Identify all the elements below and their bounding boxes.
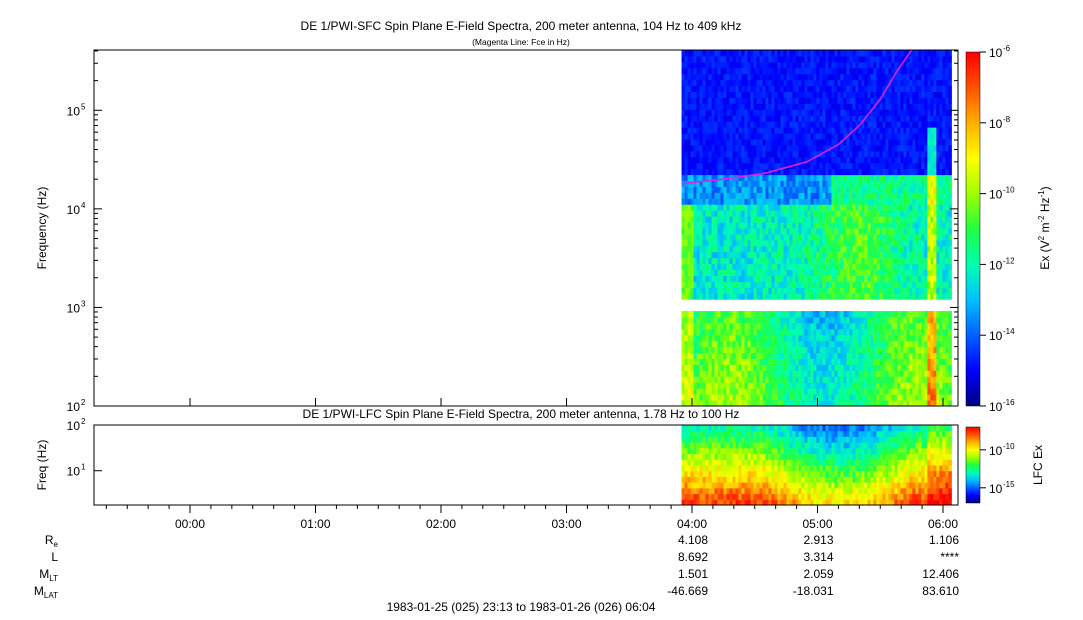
sfc-y-tick-label-0: 10 [67, 400, 81, 414]
sfc-subtitle: (Magenta Line: Fce in Hz) [472, 37, 570, 47]
ephem-value-0-0: 4.108 [678, 533, 708, 547]
ephemeris-table: Re 4.108 2.913 1.106 L 8.692 3.314 **** MLT 1.501… [34, 533, 959, 600]
lfc-colorbar-label: LFC Ex [1031, 445, 1045, 485]
lfc-y-tick-label-0: 10 [67, 465, 81, 479]
sfc-cbar-tick-label-4: 10 [989, 329, 1003, 343]
ephem-value-1-2: **** [940, 550, 959, 564]
sfc-cbar-tick-label-1: 10 [989, 117, 1003, 131]
sfc-ylabel: Frequency (Hz) [35, 187, 49, 270]
ephem-label-0: Re [45, 533, 59, 549]
sfc-cbar-tick-label-0: 10 [989, 46, 1003, 60]
lfc-cbar-tick-exp-0: -10 [1003, 442, 1015, 451]
ephem-label-3: MLAT [34, 584, 58, 600]
ephem-value-0-1: 2.913 [803, 533, 833, 547]
sfc-y-tick-label-2: 10 [67, 203, 81, 217]
ephem-value-1-1: 3.314 [803, 550, 833, 564]
lfc-cbar-tick-exp-1: -15 [1003, 480, 1015, 489]
footer-time-range: 1983-01-25 (025) 23:13 to 1983-01-26 (02… [387, 600, 656, 614]
lfc-cbar-tick-label-1: 10 [989, 482, 1003, 496]
lfc-title: DE 1/PWI-LFC Spin Plane E-Field Spectra,… [303, 407, 740, 421]
time-tick-label-3: 03:00 [551, 517, 581, 531]
sfc-cbar-tick-exp-5: -16 [1003, 398, 1015, 407]
sfc-cbar-tick-label-2: 10 [989, 188, 1003, 202]
sfc-cbar-tick-label-3: 10 [989, 258, 1003, 272]
sfc-spectrogram [681, 50, 952, 406]
sfc-y-tick-exp-3: 5 [81, 102, 86, 111]
ephem-value-2-0: 1.501 [678, 567, 708, 581]
sfc-colorbar-label: Ex (V2 m-2 Hz-1) [1037, 186, 1052, 269]
lfc-colorbar-strip [965, 426, 981, 504]
ephem-value-2-1: 2.059 [803, 567, 833, 581]
lfc-spectrogram [681, 425, 952, 506]
time-tick-label-4: 04:00 [677, 517, 707, 531]
sfc-cbar-tick-label-5: 10 [989, 400, 1003, 414]
lfc-ylabel: Freq (Hz) [35, 440, 49, 491]
sfc-y-tick-label-1: 10 [67, 301, 81, 315]
lfc-y-tick-exp-0: 1 [81, 463, 86, 472]
time-tick-label-1: 01:00 [300, 517, 330, 531]
time-tick-label-6: 06:00 [928, 517, 958, 531]
lfc-cbar-tick-label-0: 10 [989, 444, 1003, 458]
sfc-y-tick-label-3: 10 [67, 104, 81, 118]
sfc-y-tick-exp-1: 3 [81, 299, 86, 308]
sfc-cbar-tick-exp-0: -6 [1003, 44, 1011, 53]
time-tick-label-0: 00:00 [175, 517, 205, 531]
ephem-label-1: L [51, 550, 58, 564]
ephem-value-1-0: 8.692 [678, 550, 708, 564]
ephem-value-2-2: 12.406 [922, 567, 959, 581]
sfc-colorbar-strip [965, 51, 981, 407]
sfc-cbar-tick-exp-1: -8 [1003, 115, 1011, 124]
lfc-y-tick-exp-1: 2 [81, 417, 86, 426]
lfc-plot-frame [93, 424, 959, 506]
time-tick-label-5: 05:00 [802, 517, 832, 531]
ephem-value-3-0: -46.669 [667, 584, 708, 598]
lfc-y-tick-label-1: 10 [67, 419, 81, 433]
ephem-value-0-2: 1.106 [929, 533, 959, 547]
sfc-y-tick-exp-0: 2 [81, 398, 86, 407]
sfc-cbar-tick-exp-2: -10 [1003, 186, 1015, 195]
sfc-plot-frame [93, 49, 959, 407]
sfc-cbar-tick-exp-3: -12 [1003, 256, 1015, 265]
ephem-value-3-1: -18.031 [793, 584, 834, 598]
sfc-cbar-tick-exp-4: -14 [1003, 327, 1015, 336]
time-axis: 00:00 01:00 02:00 03:00 04:00 05:00 06:00 [105, 398, 958, 531]
sfc-y-tick-exp-2: 4 [81, 201, 86, 210]
ephem-value-3-2: 83.610 [922, 584, 959, 598]
sfc-title: DE 1/PWI-SFC Spin Plane E-Field Spectra,… [301, 19, 742, 33]
ephem-label-2: MLT [39, 567, 58, 583]
fce-line [681, 49, 913, 185]
time-tick-label-2: 02:00 [426, 517, 456, 531]
